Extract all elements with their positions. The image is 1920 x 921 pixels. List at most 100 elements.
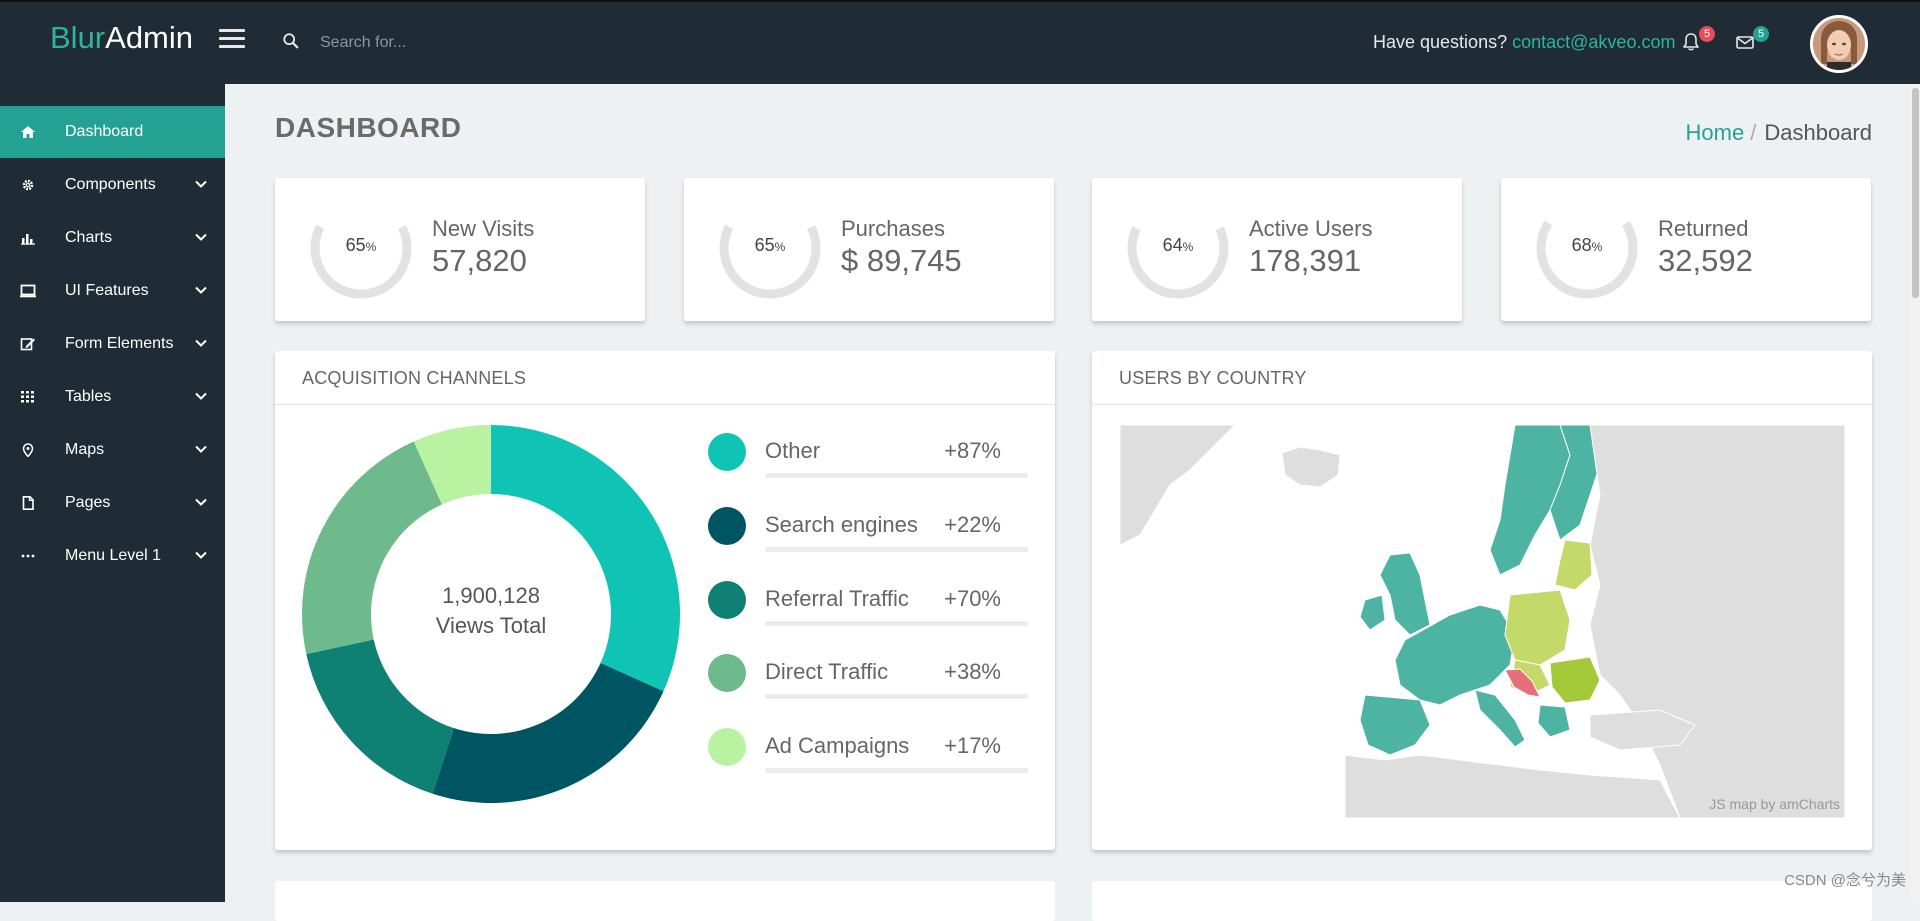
sidebar-item-label: Dashboard <box>65 123 144 140</box>
stat-name: Returned <box>1658 216 1749 241</box>
search-icon[interactable] <box>282 32 300 50</box>
stat-card-new-visits: 65% New Visits 57,820 <box>275 178 645 321</box>
stat-value: 32,592 <box>1658 243 1753 278</box>
donut-slice-ad-campaigns[interactable] <box>413 425 491 505</box>
app-logo[interactable]: BlurAdmin <box>50 20 193 56</box>
contact-email-link[interactable]: contact@akveo.com <box>1512 32 1676 52</box>
channel-name: Other <box>765 438 821 463</box>
stat-percent: 64% <box>1162 235 1194 255</box>
channel-name: Referral Traffic <box>765 586 909 611</box>
channel-color-dot <box>708 581 746 619</box>
channel-row: Referral Traffic +70% <box>708 581 1028 641</box>
sidebar-item-label: Components <box>65 176 156 193</box>
channel-value: +17% <box>944 733 1001 758</box>
panel-title: ACQUISITION CHANNELS <box>275 351 1055 405</box>
sidebar-item-maps[interactable]: Maps <box>0 424 225 476</box>
bell-icon[interactable] <box>1681 32 1701 52</box>
channel-name: Search engines <box>765 512 918 537</box>
channel-row: Direct Traffic +38% <box>708 654 1028 714</box>
help-text: Have questions? contact@akveo.com <box>1373 32 1675 53</box>
chevron-down-icon <box>195 233 207 241</box>
progress-ring <box>719 197 821 299</box>
top-bar: BlurAdmin Have questions? contact@akveo.… <box>0 0 1920 84</box>
channel-color-dot <box>708 654 746 692</box>
channel-bar <box>765 547 1028 552</box>
gear-icon <box>22 179 34 191</box>
stat-name: New Visits <box>432 216 535 241</box>
watermark: CSDN @念兮为美 <box>1784 872 1906 889</box>
chevron-down-icon <box>195 445 207 453</box>
scrollbar-thumb[interactable] <box>1912 88 1919 298</box>
breadcrumb-home-link[interactable]: Home <box>1685 120 1745 145</box>
panel-title: USERS BY COUNTRY <box>1092 351 1872 405</box>
questions-label: Have questions? <box>1373 32 1508 52</box>
stat-card-returned: 68% Returned 32,592 <box>1501 178 1871 321</box>
map-pin-icon <box>22 443 34 457</box>
envelope-icon[interactable] <box>1735 32 1755 52</box>
chevron-down-icon <box>195 498 207 506</box>
sidebar-item-ui-features[interactable]: UI Features <box>0 265 225 317</box>
sidebar-item-label: Pages <box>65 494 111 511</box>
edit-icon <box>20 338 35 351</box>
search-input[interactable] <box>318 28 562 58</box>
sidebar-item-components[interactable]: Components <box>0 159 225 211</box>
notifications-badge: 5 <box>1699 26 1715 42</box>
donut-slice-other[interactable] <box>491 425 680 692</box>
sidebar-item-dashboard[interactable]: Dashboard <box>0 106 225 158</box>
page-title: DASHBOARD <box>275 112 462 143</box>
europe-map[interactable] <box>1120 425 1845 818</box>
chevron-down-icon <box>195 180 207 188</box>
users-by-country-panel: USERS BY COUNTRY JS map by <box>1092 351 1872 850</box>
breadcrumb: Home / Dashboard <box>1686 120 1872 146</box>
logo-part-1: Blur <box>50 20 106 55</box>
progress-ring <box>1536 197 1638 299</box>
stat-percent: 65% <box>345 235 377 255</box>
monitor-icon <box>20 284 36 298</box>
stat-value: 178,391 <box>1249 243 1362 278</box>
avatar[interactable] <box>1810 15 1868 73</box>
stat-card-purchases: 65% Purchases $ 89,745 <box>684 178 1054 321</box>
chevron-down-icon <box>195 551 207 559</box>
sidebar-item-form-elements[interactable]: Form Elements <box>0 318 225 370</box>
channel-value: +87% <box>944 438 1001 463</box>
grid-icon <box>21 391 34 403</box>
stat-name: Purchases <box>841 216 945 241</box>
bar-chart-icon <box>21 234 35 245</box>
messages-badge: 5 <box>1753 26 1769 42</box>
progress-ring <box>1127 197 1229 299</box>
channel-bar <box>765 768 1028 773</box>
stat-percent: 68% <box>1571 235 1603 255</box>
progress-ring <box>310 197 412 299</box>
scrollbar-track[interactable] <box>1911 84 1920 902</box>
chevron-down-icon <box>195 286 207 294</box>
channel-value: +22% <box>944 512 1001 537</box>
channel-row: Search engines +22% <box>708 507 1028 567</box>
sidebar-item-menu-level-1[interactable]: Menu Level 1 <box>0 530 225 582</box>
donut-chart <box>302 425 680 803</box>
channel-bar <box>765 473 1028 478</box>
donut-slice-search-engines[interactable] <box>432 663 664 803</box>
channel-value: +38% <box>944 659 1001 684</box>
sidebar-item-tables[interactable]: Tables <box>0 371 225 423</box>
sidebar-item-charts[interactable]: Charts <box>0 212 225 264</box>
channel-row: Other +87% <box>708 433 1028 493</box>
donut-total-value: 1,900,128 <box>442 583 540 608</box>
sidebar-item-label: Menu Level 1 <box>65 547 162 564</box>
menu-icon[interactable] <box>219 29 245 51</box>
sidebar-item-label: Maps <box>65 441 105 458</box>
map-credit: JS map by amCharts <box>1709 796 1840 812</box>
sidebar-item-label: Charts <box>65 229 113 246</box>
sidebar-item-label: UI Features <box>65 282 149 299</box>
acquisition-channels-panel: ACQUISITION CHANNELS 1,900,128 Views Tot… <box>275 351 1055 850</box>
breadcrumb-current: Dashboard <box>1764 120 1872 145</box>
channel-name: Direct Traffic <box>765 659 889 684</box>
channel-color-dot <box>708 728 746 766</box>
sidebar-item-pages[interactable]: Pages <box>0 477 225 529</box>
channel-color-dot <box>708 433 746 471</box>
chevron-down-icon <box>195 339 207 347</box>
bottom-panel-right <box>1092 881 1872 921</box>
donut-slice-direct-traffic[interactable] <box>302 441 442 655</box>
donut-total-label: Views Total <box>435 613 547 638</box>
sidebar: Dashboard Components Charts UI Features … <box>0 84 225 902</box>
donut-slice-referral-traffic[interactable] <box>306 639 454 794</box>
